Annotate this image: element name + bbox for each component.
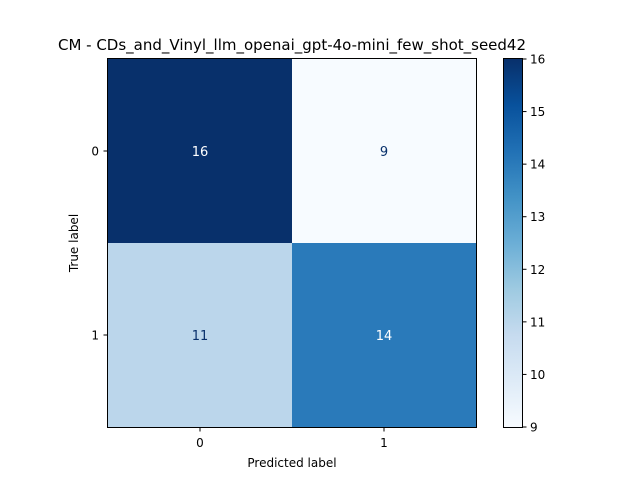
x-tick-label: 0 — [196, 436, 204, 450]
colorbar-frame — [503, 58, 523, 428]
y-tick-label: 1 — [91, 329, 99, 343]
chart-title: CM - CDs_and_Vinyl_llm_openai_gpt-4o-min… — [58, 36, 526, 55]
matrix-cell — [292, 59, 477, 244]
colorbar-tick-label: 11 — [530, 315, 545, 329]
matrix-cell — [108, 59, 293, 244]
x-tick-label: 1 — [380, 436, 388, 450]
x-axis-label: Predicted label — [247, 456, 336, 470]
cell-value-label: 9 — [380, 145, 388, 160]
colorbar-tick-label: 10 — [530, 368, 545, 382]
colorbar-tick-label: 13 — [530, 210, 545, 224]
colorbar-tick-label: 14 — [530, 158, 545, 172]
y-axis-label: True label — [67, 214, 81, 273]
colorbar-tick-label: 16 — [530, 53, 545, 67]
matrix-cells: 16 9 11 14 — [108, 59, 477, 428]
colorbar-tick-label: 15 — [530, 105, 545, 119]
y-tick-label: 0 — [91, 145, 99, 159]
colorbar — [504, 59, 522, 427]
matrix-frame — [107, 58, 477, 428]
colorbar-tick-label: 12 — [530, 263, 545, 277]
cell-value-label: 16 — [192, 145, 209, 160]
y-axis-ticks: 01 — [91, 145, 108, 343]
matrix-cell — [292, 243, 477, 428]
cell-value-label: 14 — [376, 329, 393, 344]
colorbar-ticks: 9 10 11 12 13 14 15 16 — [522, 53, 545, 435]
cell-value-label: 11 — [192, 329, 209, 344]
matrix-cell — [108, 243, 293, 428]
colorbar-tick-label: 9 — [530, 421, 538, 435]
